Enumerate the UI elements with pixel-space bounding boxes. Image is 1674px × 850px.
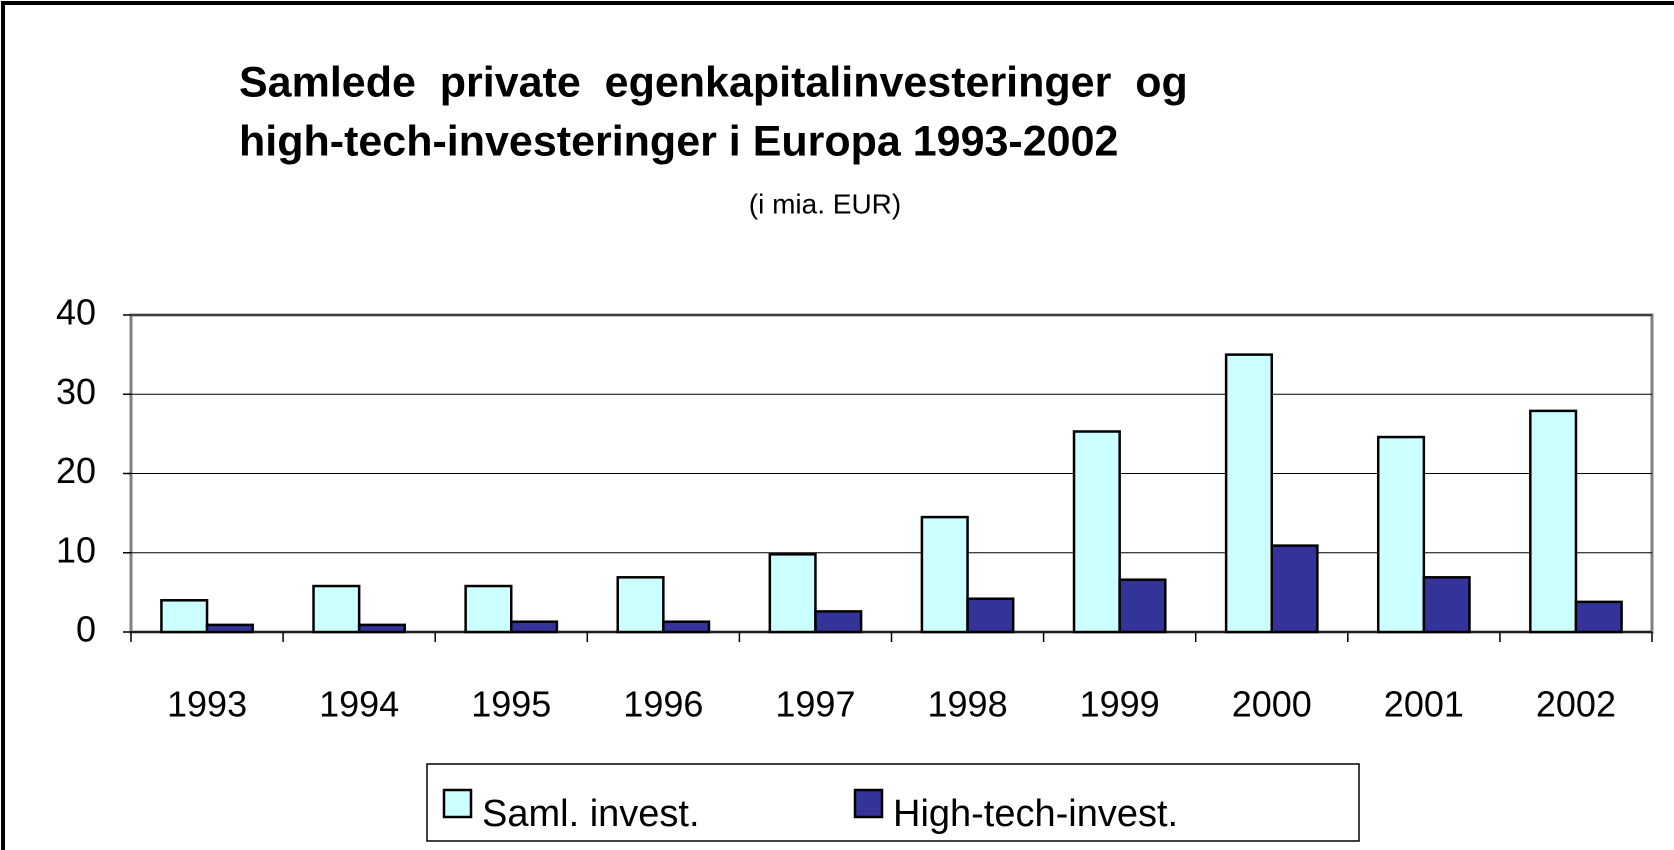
bar: [966, 597, 1015, 634]
x-tick-label: 1997: [775, 684, 855, 725]
bar: [205, 623, 254, 634]
x-tick-label: 2002: [1536, 684, 1616, 725]
bar: [1224, 353, 1273, 634]
bar: [312, 584, 361, 634]
bar: [662, 620, 711, 634]
chart-subtitle: (i mia. EUR): [749, 188, 901, 219]
x-tick-label: 2000: [1232, 684, 1312, 725]
bar: [464, 584, 513, 634]
y-tick-label: 30: [56, 371, 96, 412]
bar: [1118, 578, 1167, 634]
bar: [1072, 430, 1121, 634]
legend-swatch: [442, 788, 473, 819]
bar: [357, 623, 407, 634]
chart-title: high-tech-investeringer i Europa 1993-20…: [239, 117, 1118, 165]
chart-title: Samlede private egenkapitalinvesteringer…: [239, 58, 1188, 106]
y-tick-label: 0: [76, 609, 96, 650]
bar: [616, 576, 665, 634]
bar: [1422, 576, 1471, 634]
x-tick-label: 1996: [623, 684, 703, 725]
x-tick-label: 2001: [1384, 684, 1464, 725]
x-tick-label: 1999: [1080, 684, 1160, 725]
legend-label: Saml. invest.: [482, 793, 700, 835]
bar: [510, 620, 559, 634]
y-tick-label: 20: [56, 450, 96, 491]
bar: [920, 515, 969, 634]
bar: [1529, 409, 1578, 634]
y-tick-label: 40: [56, 292, 96, 333]
legend: [426, 763, 1360, 842]
bar: [1574, 600, 1623, 634]
x-tick-label: 1998: [928, 684, 1008, 725]
x-tick-label: 1994: [319, 684, 399, 725]
bar: [814, 610, 863, 634]
legend-swatch: [853, 788, 884, 819]
legend-label: High-tech-invest.: [893, 793, 1178, 835]
bar: [768, 553, 817, 634]
x-tick-label: 1995: [471, 684, 551, 725]
bar: [1376, 435, 1426, 634]
bar: [160, 599, 209, 634]
bar: [1270, 544, 1319, 634]
x-tick-label: 1993: [167, 684, 247, 725]
y-tick-label: 10: [56, 529, 96, 570]
